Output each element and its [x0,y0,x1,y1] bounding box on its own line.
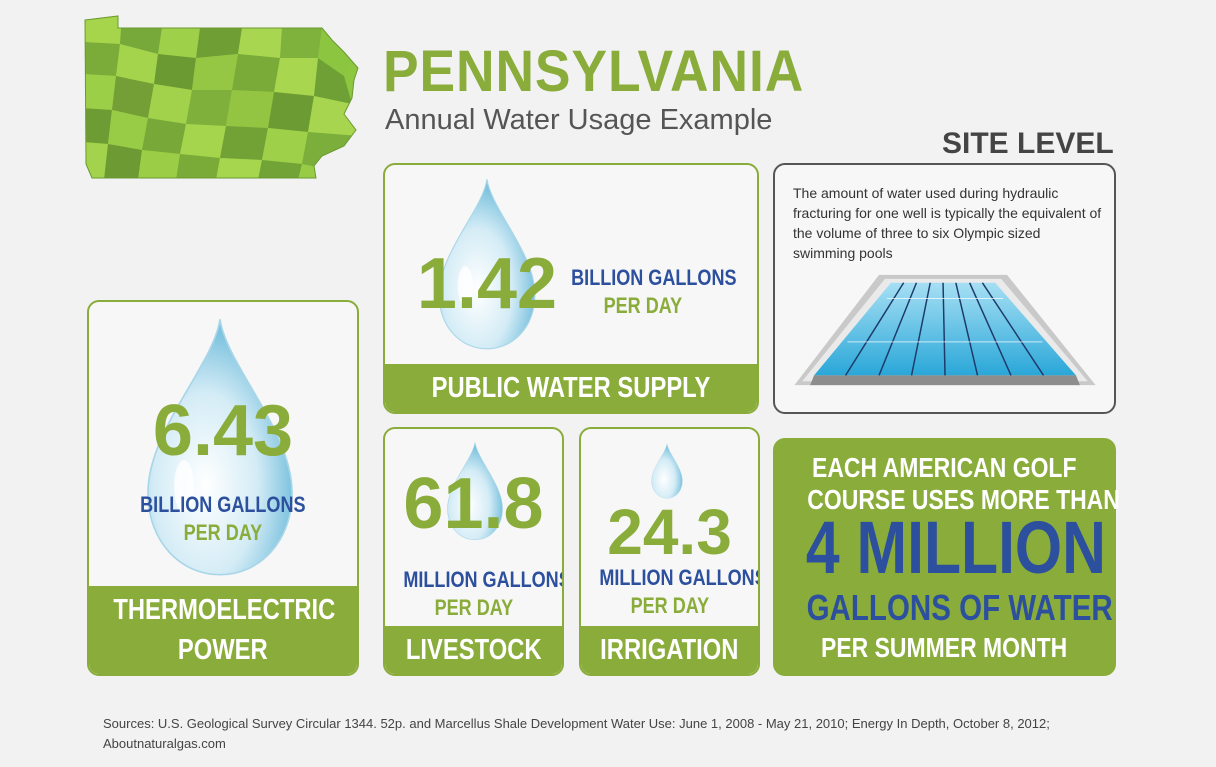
thermoelectric-label: THERMOELECTRIC POWER [89,586,357,674]
public-water-label: PUBLIC WATER SUPPLY [385,364,757,412]
golf-fact-line3: GALLONS OF WATER [806,587,1113,628]
irrigation-unit-line1: MILLION GALLONS [599,565,760,590]
water-drop-icon [438,179,536,350]
public-water-card: 1.42 BILLION GALLONS PER DAY PUBLIC WATE… [383,163,759,414]
site-level-description: The amount of water used during hydrauli… [793,185,1102,261]
water-drop-icon [651,443,683,499]
water-drop-icon [447,442,503,541]
golf-fact-line1: EACH AMERICAN GOLF COURSE USES MORE THAN [807,452,1120,515]
page-title: PENNSYLVANIA [383,39,805,104]
livestock-unit-line2: PER DAY [434,595,513,620]
public-water-unit-line2: PER DAY [603,293,683,318]
pennsylvania-county-map [84,15,359,179]
thermoelectric-unit-line2: PER DAY [183,520,263,545]
public-water-unit-line1: BILLION GALLONS [571,265,737,290]
thermoelectric-unit-line1: BILLION GALLONS [140,492,306,517]
irrigation-value: 24.3 [607,496,732,568]
livestock-unit-line1: MILLION GALLONS [403,567,564,592]
irrigation-unit-line2: PER DAY [630,593,709,618]
livestock-value: 61.8 [403,464,544,544]
golf-course-fact-box: EACH AMERICAN GOLF COURSE USES MORE THAN… [773,438,1120,676]
site-level-info-box: The amount of water used during hydrauli… [773,163,1116,414]
irrigation-label: IRRIGATION [581,626,758,674]
thermoelectric-card: 6.43 BILLION GALLONS PER DAY THERMOELECT… [87,300,359,676]
livestock-label: LIVESTOCK [385,626,562,674]
irrigation-card: 24.3 MILLION GALLONS PER DAY IRRIGATION [579,427,760,676]
thermoelectric-value: 6.43 [152,391,294,471]
livestock-card: 61.8 MILLION GALLONS PER DAY LIVESTOCK [383,427,564,676]
sources-footnote: Sources: U.S. Geological Survey Circular… [103,716,1050,751]
swimming-pool-icon [794,274,1096,386]
golf-fact-line4: PER SUMMER MONTH [821,632,1068,663]
water-drop-icon [147,319,293,576]
page-subtitle: Annual Water Usage Example [385,104,773,136]
public-water-value: 1.42 [416,244,558,324]
golf-fact-big-number: 4 MILLION [805,506,1106,589]
site-level-heading: SITE LEVEL [942,127,1114,160]
